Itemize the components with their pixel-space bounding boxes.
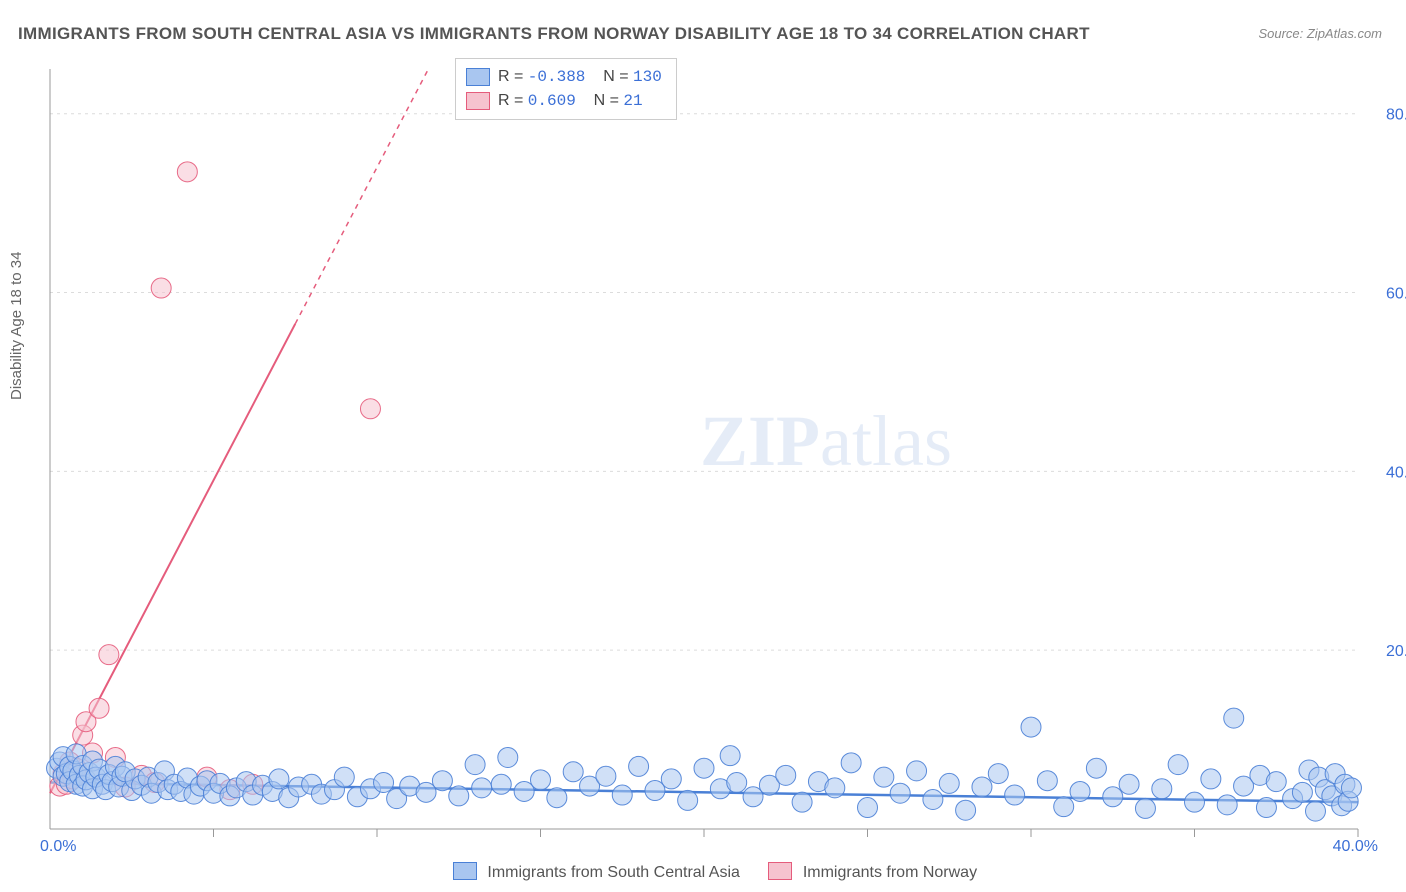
swatch-series-b [466,92,490,110]
legend-row-series-a: R = -0.388 N = 130 [466,65,662,89]
r-value-series-b: 0.609 [528,92,576,110]
n-value-series-b: 21 [623,92,642,110]
chart-title: IMMIGRANTS FROM SOUTH CENTRAL ASIA VS IM… [18,24,1090,44]
svg-text:60.0%: 60.0% [1386,286,1406,303]
series-legend: Immigrants from South Central Asia Immig… [0,862,1406,882]
svg-text:20.0%: 20.0% [1386,643,1406,660]
correlation-chart: 20.0% 40.0% 60.0% 80.0% [0,54,1406,892]
x-axis-max-label: 40.0% [1333,838,1378,856]
stats-legend: R = -0.388 N = 130 R = 0.609 N = 21 [455,58,677,120]
n-value-series-a: 130 [633,68,662,86]
source-attribution: Source: ZipAtlas.com [1258,26,1382,41]
swatch-series-b-bottom [768,862,792,880]
series-b-name: Immigrants from Norway [803,864,977,881]
swatch-series-a [466,68,490,86]
x-axis-min-label: 0.0% [40,838,76,856]
series-a-name: Immigrants from South Central Asia [487,864,740,881]
svg-text:80.0%: 80.0% [1386,107,1406,124]
legend-row-series-b: R = 0.609 N = 21 [466,89,662,113]
r-value-series-a: -0.388 [528,68,586,86]
svg-text:40.0%: 40.0% [1386,464,1406,481]
swatch-series-a-bottom [453,862,477,880]
